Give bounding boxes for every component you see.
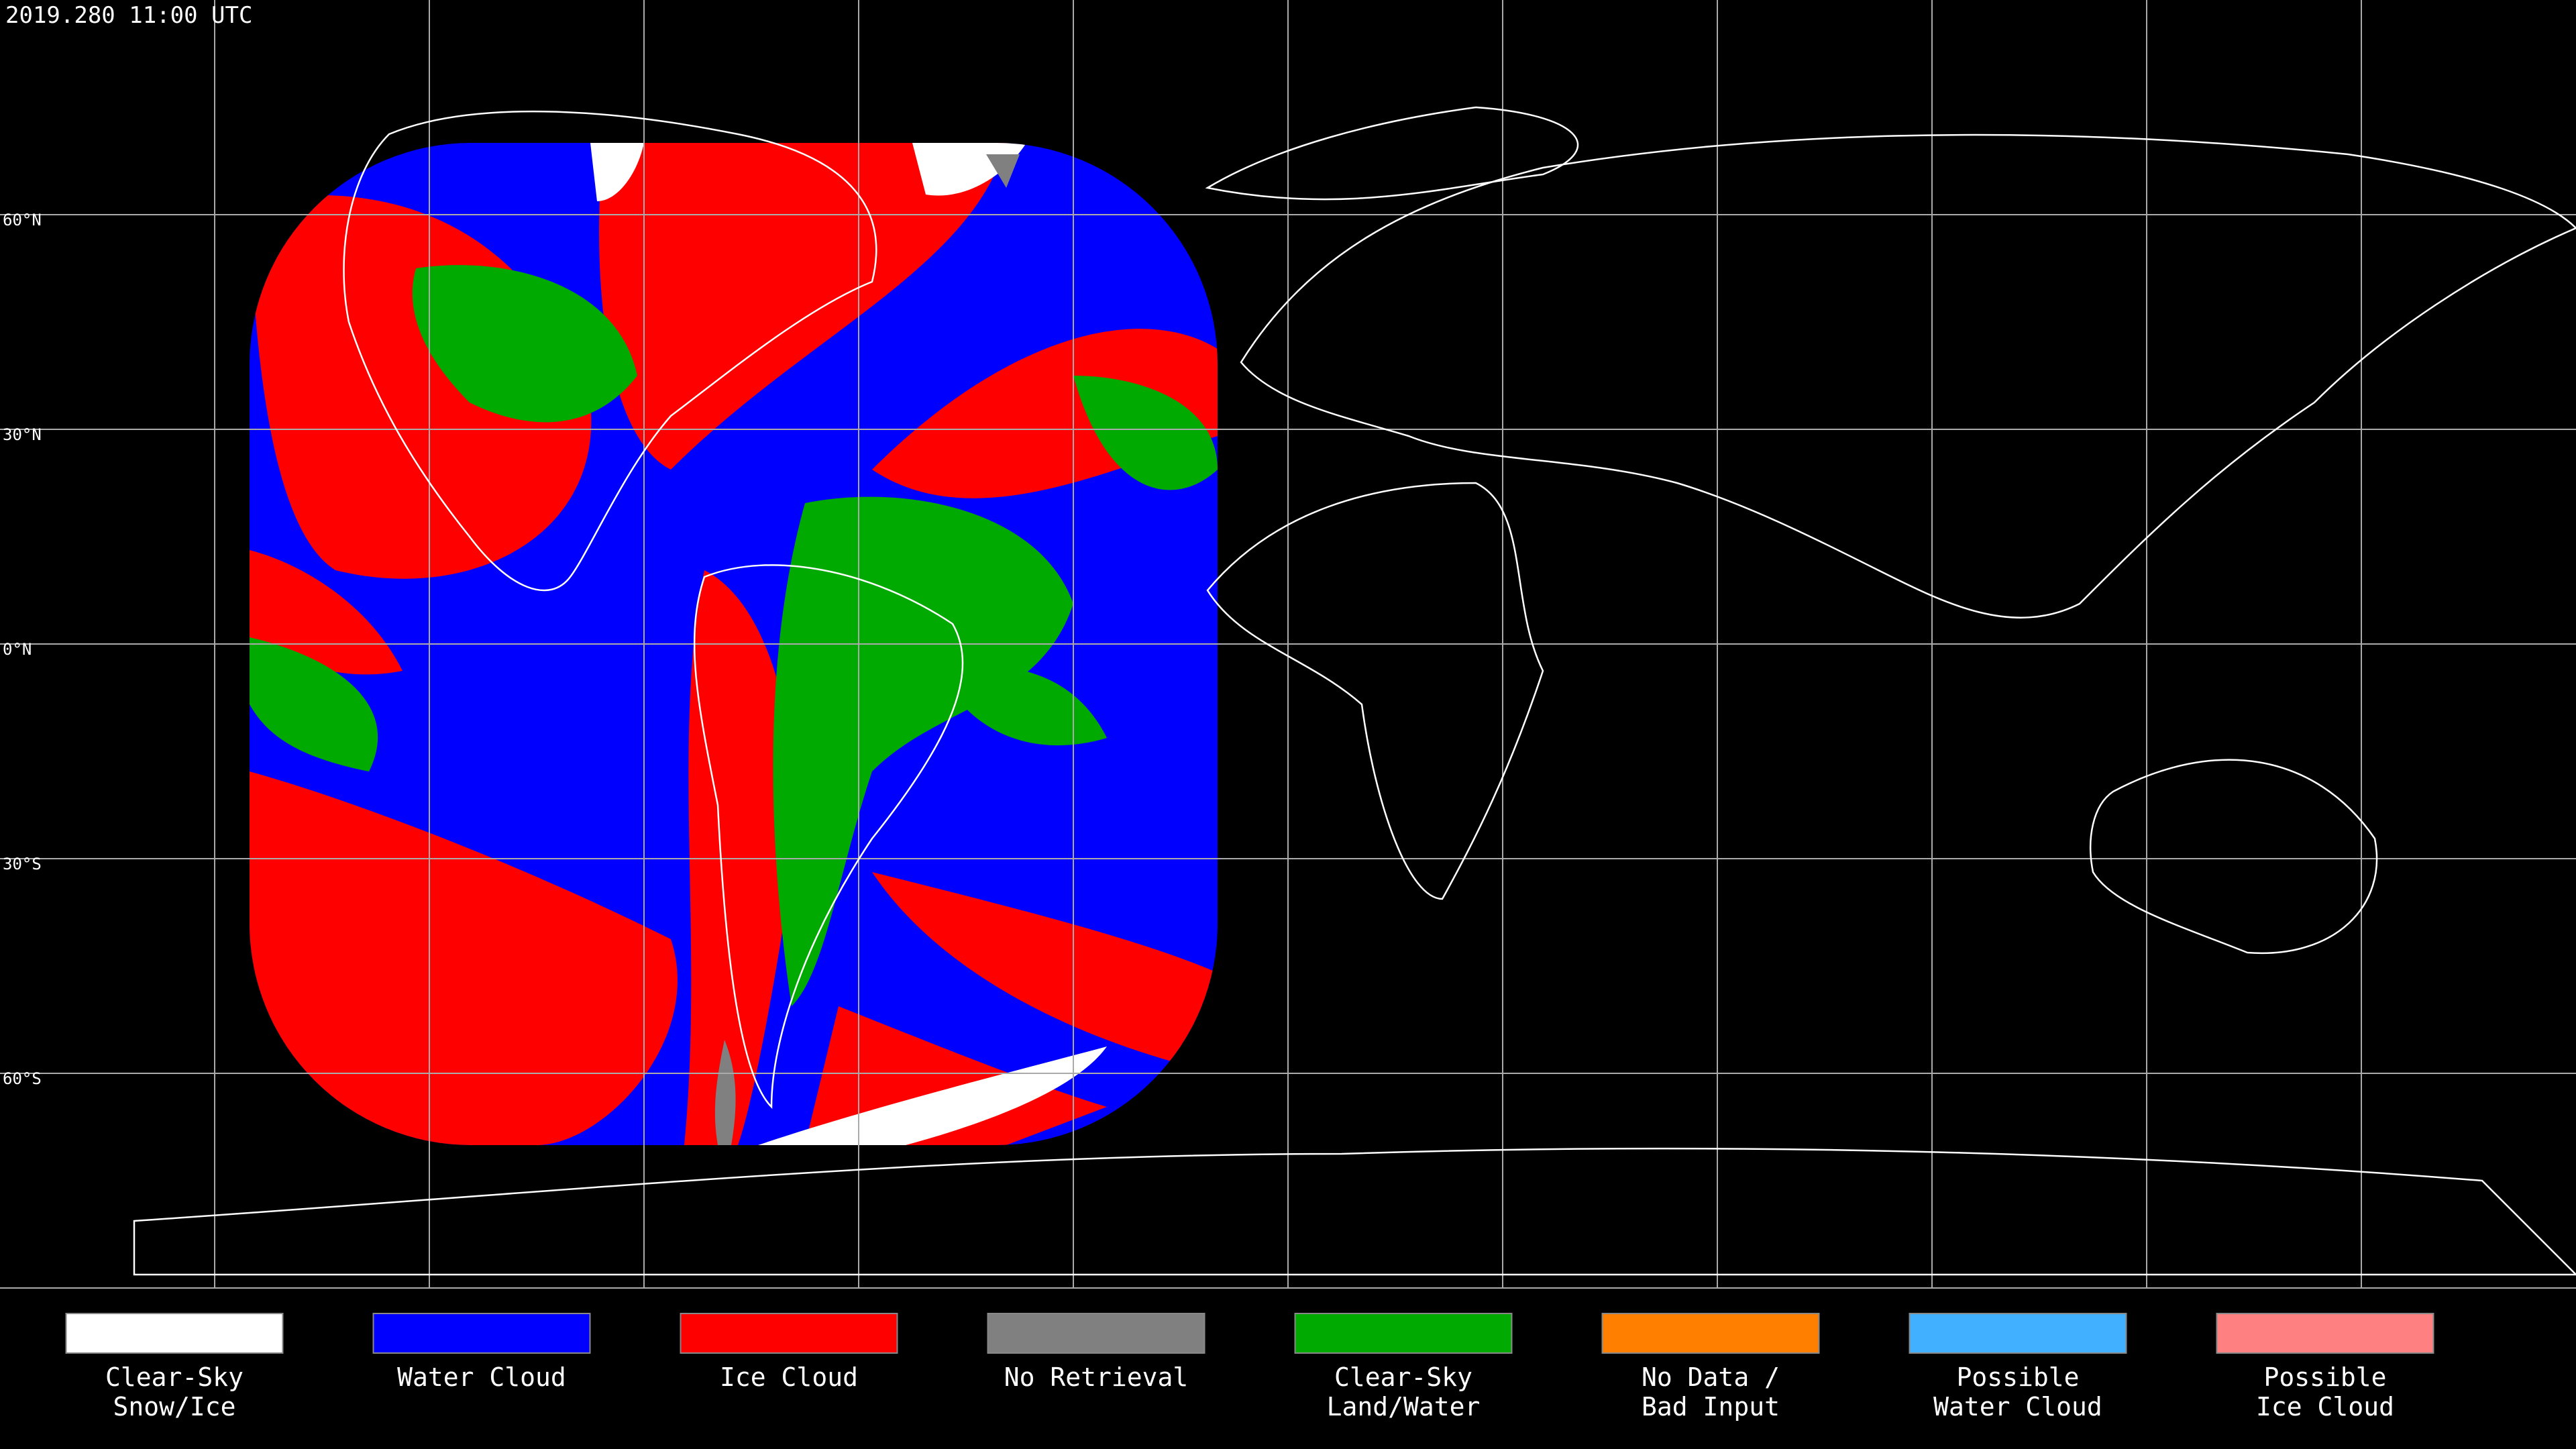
latitude-label: 30°N <box>3 425 42 444</box>
legend-swatch <box>372 1313 591 1354</box>
legend-label: Possible <box>2263 1362 2386 1392</box>
legend-label: Ice Cloud <box>2256 1392 2394 1421</box>
latitude-label: 30°S <box>3 855 42 873</box>
legend-label: Land/Water <box>1327 1392 1481 1421</box>
graticule <box>0 0 2576 1289</box>
legend-swatch <box>2216 1313 2434 1354</box>
legend-label: Ice Cloud <box>720 1362 858 1392</box>
coastlines <box>133 106 2576 1276</box>
legend-label: No Retrieval <box>1004 1362 1189 1392</box>
legend-swatch <box>987 1313 1205 1354</box>
legend-label: Snow/Ice <box>113 1392 235 1421</box>
legend-label: No Data / <box>1642 1362 1780 1392</box>
legend-swatch <box>1909 1313 2127 1354</box>
legend-swatch <box>65 1313 284 1354</box>
legend-swatch <box>1294 1313 1513 1354</box>
latitude-label: 0°N <box>3 640 32 659</box>
legend-label: Clear-Sky <box>105 1362 244 1392</box>
legend-label: Possible <box>1956 1362 2079 1392</box>
legend-swatch <box>1601 1313 1820 1354</box>
timestamp: 2019.280 11:00 UTC <box>5 2 252 29</box>
legend-label: Clear-Sky <box>1334 1362 1472 1392</box>
legend-label: Water Cloud <box>1933 1392 2102 1421</box>
legend-label: Water Cloud <box>397 1362 566 1392</box>
latitude-label: 60°S <box>3 1069 42 1088</box>
latitude-labels: 60°N 30°N 0°N 30°S 60°S <box>3 211 42 1088</box>
legend-label: Bad Input <box>1642 1392 1780 1421</box>
legend-swatch <box>680 1313 898 1354</box>
latitude-label: 60°N <box>3 211 42 229</box>
